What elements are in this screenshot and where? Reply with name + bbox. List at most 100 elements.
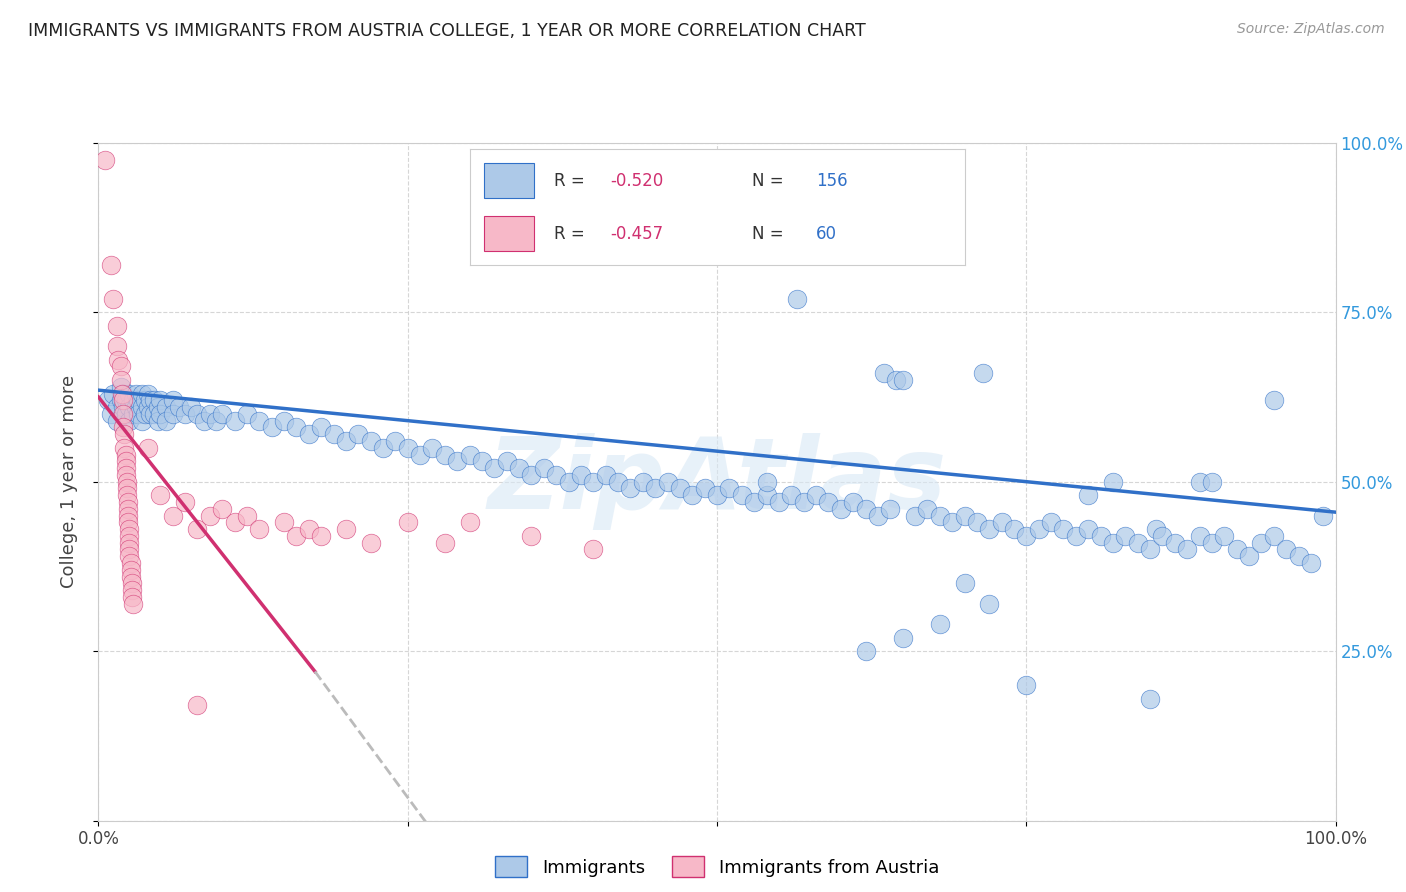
Point	[273, 516, 295, 530]
Point	[335, 522, 357, 536]
Point	[1312, 508, 1334, 523]
Point	[110, 359, 132, 374]
Point	[174, 495, 197, 509]
Point	[866, 508, 889, 523]
Point	[121, 590, 143, 604]
Point	[149, 488, 172, 502]
Point	[1090, 529, 1112, 543]
Point	[143, 393, 166, 408]
Point	[134, 393, 156, 408]
Point	[118, 400, 141, 414]
Point	[706, 488, 728, 502]
Point	[146, 414, 169, 428]
Point	[347, 427, 370, 442]
Point	[731, 488, 754, 502]
Point	[122, 393, 145, 408]
Point	[309, 529, 332, 543]
Point	[953, 508, 976, 523]
Point	[1126, 535, 1149, 549]
Point	[1028, 522, 1050, 536]
Point	[105, 318, 128, 333]
Point	[127, 407, 149, 421]
Point	[118, 529, 141, 543]
Point	[236, 508, 259, 523]
Point	[114, 448, 136, 462]
Point	[236, 407, 259, 421]
Point	[111, 386, 134, 401]
Point	[143, 407, 166, 421]
Point	[855, 501, 877, 516]
Point	[891, 373, 914, 387]
Point	[247, 522, 270, 536]
Point	[1015, 678, 1038, 692]
Point	[631, 475, 654, 489]
Point	[928, 508, 950, 523]
Point	[186, 407, 208, 421]
Point	[162, 407, 184, 421]
Point	[1201, 535, 1223, 549]
Point	[360, 434, 382, 448]
Point	[793, 495, 815, 509]
Point	[607, 475, 630, 489]
Point	[1002, 522, 1025, 536]
Point	[520, 529, 543, 543]
Legend: Immigrants, Immigrants from Austria: Immigrants, Immigrants from Austria	[486, 847, 948, 886]
Point	[546, 467, 568, 482]
Point	[149, 393, 172, 408]
Point	[93, 153, 115, 167]
Point	[953, 576, 976, 591]
Point	[136, 400, 159, 414]
Point	[117, 516, 139, 530]
Point	[966, 516, 988, 530]
Point	[1152, 529, 1174, 543]
Point	[118, 535, 141, 549]
Point	[409, 448, 432, 462]
Point	[1077, 488, 1099, 502]
Point	[768, 495, 790, 509]
Point	[786, 292, 808, 306]
Point	[114, 407, 136, 421]
Point	[124, 400, 146, 414]
Point	[1077, 522, 1099, 536]
Point	[396, 441, 419, 455]
Point	[205, 414, 228, 428]
Point	[114, 393, 136, 408]
Point	[155, 414, 177, 428]
Point	[118, 386, 141, 401]
Point	[309, 420, 332, 434]
Point	[322, 427, 344, 442]
Point	[115, 488, 138, 502]
Point	[124, 386, 146, 401]
Point	[105, 339, 128, 353]
Point	[100, 407, 122, 421]
Point	[105, 400, 128, 414]
Point	[118, 549, 141, 564]
Point	[224, 414, 246, 428]
Text: IMMIGRANTS VS IMMIGRANTS FROM AUSTRIA COLLEGE, 1 YEAR OR MORE CORRELATION CHART: IMMIGRANTS VS IMMIGRANTS FROM AUSTRIA CO…	[28, 22, 866, 40]
Point	[1188, 475, 1211, 489]
Point	[115, 475, 138, 489]
Point	[619, 482, 641, 496]
Point	[114, 454, 136, 468]
Point	[247, 414, 270, 428]
Point	[127, 393, 149, 408]
Point	[114, 461, 136, 475]
Point	[112, 441, 135, 455]
Point	[136, 441, 159, 455]
Point	[149, 407, 172, 421]
Point	[433, 535, 456, 549]
Point	[855, 644, 877, 658]
Point	[103, 292, 125, 306]
Point	[972, 366, 994, 380]
Point	[273, 414, 295, 428]
Point	[508, 461, 530, 475]
Point	[1263, 529, 1285, 543]
Point	[112, 386, 135, 401]
Point	[285, 529, 308, 543]
Point	[146, 400, 169, 414]
Point	[886, 373, 908, 387]
Point	[155, 400, 177, 414]
Point	[595, 467, 617, 482]
Point	[100, 258, 122, 272]
Point	[112, 427, 135, 442]
